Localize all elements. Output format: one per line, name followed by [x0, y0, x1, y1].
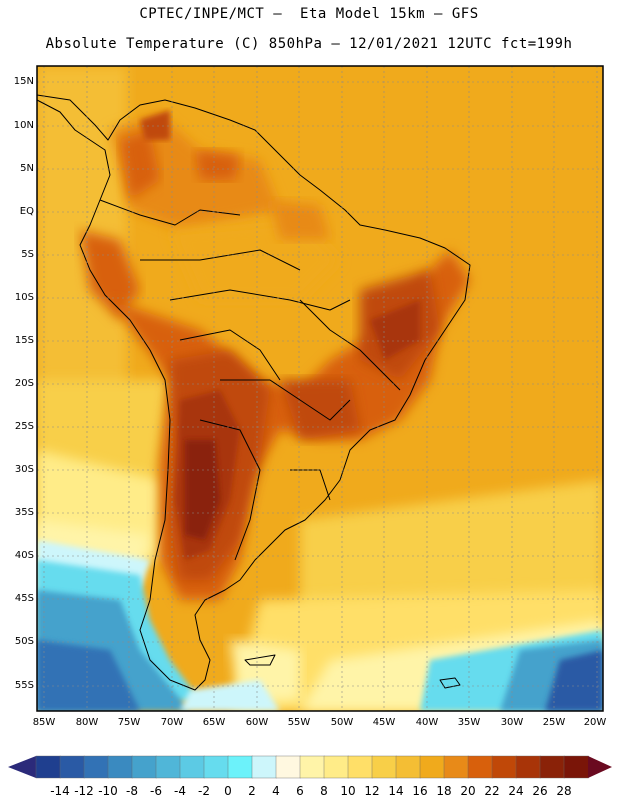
colorbar-swatch — [203, 755, 229, 779]
lon-label: 70W — [160, 717, 184, 728]
colorbar-arrow-low — [8, 756, 36, 778]
colorbar-arrow-high — [588, 756, 612, 778]
lat-label: 50S — [14, 636, 34, 647]
lat-label: 45S — [14, 593, 34, 604]
temperature-field — [37, 66, 603, 711]
colorbar — [8, 755, 612, 779]
lat-label: 15S — [14, 335, 34, 346]
colorbar-label: 18 — [436, 784, 452, 798]
colorbar-label: -8 — [126, 784, 138, 798]
colorbar-swatch — [59, 755, 85, 779]
colorbar-label: 16 — [412, 784, 428, 798]
lat-label: EQ — [19, 206, 34, 217]
colorbar-swatch — [131, 755, 157, 779]
chart-title: CPTEC/INPE/MCT – Eta Model 15km – GFS — [139, 6, 479, 22]
colorbar-swatch — [539, 755, 565, 779]
lon-label: 75W — [117, 717, 141, 728]
lat-label: 25S — [14, 421, 34, 432]
lon-label: 80W — [75, 717, 99, 728]
plot-frame — [36, 65, 604, 712]
colorbar-label: -6 — [150, 784, 162, 798]
lon-label: 65W — [202, 717, 226, 728]
colorbar-label: -12 — [74, 784, 94, 798]
lon-label: 45W — [372, 717, 396, 728]
colorbar-label: 20 — [460, 784, 476, 798]
lat-label: 20S — [14, 378, 34, 389]
colorbar-label: 6 — [296, 784, 304, 798]
lat-label: 55S — [14, 680, 34, 691]
colorbar-label: 14 — [388, 784, 404, 798]
colorbar-label: 4 — [272, 784, 280, 798]
colorbar-label: 10 — [340, 784, 356, 798]
colorbar-label: 26 — [532, 784, 548, 798]
lon-label: 30W — [500, 717, 524, 728]
colorbar-label: 24 — [508, 784, 524, 798]
lon-label: 55W — [287, 717, 311, 728]
chart-subtitle: Absolute Temperature (C) 850hPa – 12/01/… — [45, 36, 573, 52]
colorbar-swatch — [323, 755, 349, 779]
colorbar-label: 0 — [224, 784, 232, 798]
lon-label: 50W — [330, 717, 354, 728]
colorbar-swatch — [443, 755, 469, 779]
colorbar-swatch — [347, 755, 373, 779]
lon-label: 20W — [583, 717, 607, 728]
colorbar-label: 22 — [484, 784, 500, 798]
colorbar-swatch — [563, 755, 589, 779]
colorbar-swatch — [83, 755, 109, 779]
colorbar-swatch — [227, 755, 253, 779]
colorbar-label: -14 — [50, 784, 70, 798]
lat-label: 30S — [14, 464, 34, 475]
colorbar-swatch — [371, 755, 397, 779]
lat-label: 10N — [13, 120, 34, 131]
colorbar-swatch — [155, 755, 181, 779]
colorbar-swatch — [299, 755, 325, 779]
lon-label: 40W — [415, 717, 439, 728]
coastlines — [36, 94, 471, 691]
lon-label: 85W — [32, 717, 56, 728]
lat-label: 15N — [13, 76, 34, 87]
colorbar-swatch — [275, 755, 301, 779]
colorbar-label: 2 — [248, 784, 256, 798]
colorbar-label: 28 — [556, 784, 572, 798]
colorbar-swatch — [395, 755, 421, 779]
colorbar-swatch — [467, 755, 493, 779]
colorbar-swatch — [491, 755, 517, 779]
lat-label: 5N — [20, 163, 34, 174]
colorbar-swatch — [35, 755, 61, 779]
colorbar-label: -4 — [174, 784, 186, 798]
lat-label: 10S — [14, 292, 34, 303]
lat-lon-grid — [37, 66, 603, 711]
lat-label: 5S — [21, 249, 34, 260]
colorbar-label: 8 — [320, 784, 328, 798]
colorbar-swatch — [107, 755, 133, 779]
lon-label: 35W — [457, 717, 481, 728]
colorbar-swatch — [419, 755, 445, 779]
colorbar-label: 12 — [364, 784, 380, 798]
colorbar-swatch — [251, 755, 277, 779]
colorbar-label: -10 — [98, 784, 118, 798]
lat-label: 40S — [14, 550, 34, 561]
lon-label: 60W — [245, 717, 269, 728]
lon-label: 25W — [542, 717, 566, 728]
colorbar-label: -2 — [198, 784, 210, 798]
colorbar-swatch — [515, 755, 541, 779]
colorbar-swatch — [179, 755, 205, 779]
lat-label: 35S — [14, 507, 34, 518]
